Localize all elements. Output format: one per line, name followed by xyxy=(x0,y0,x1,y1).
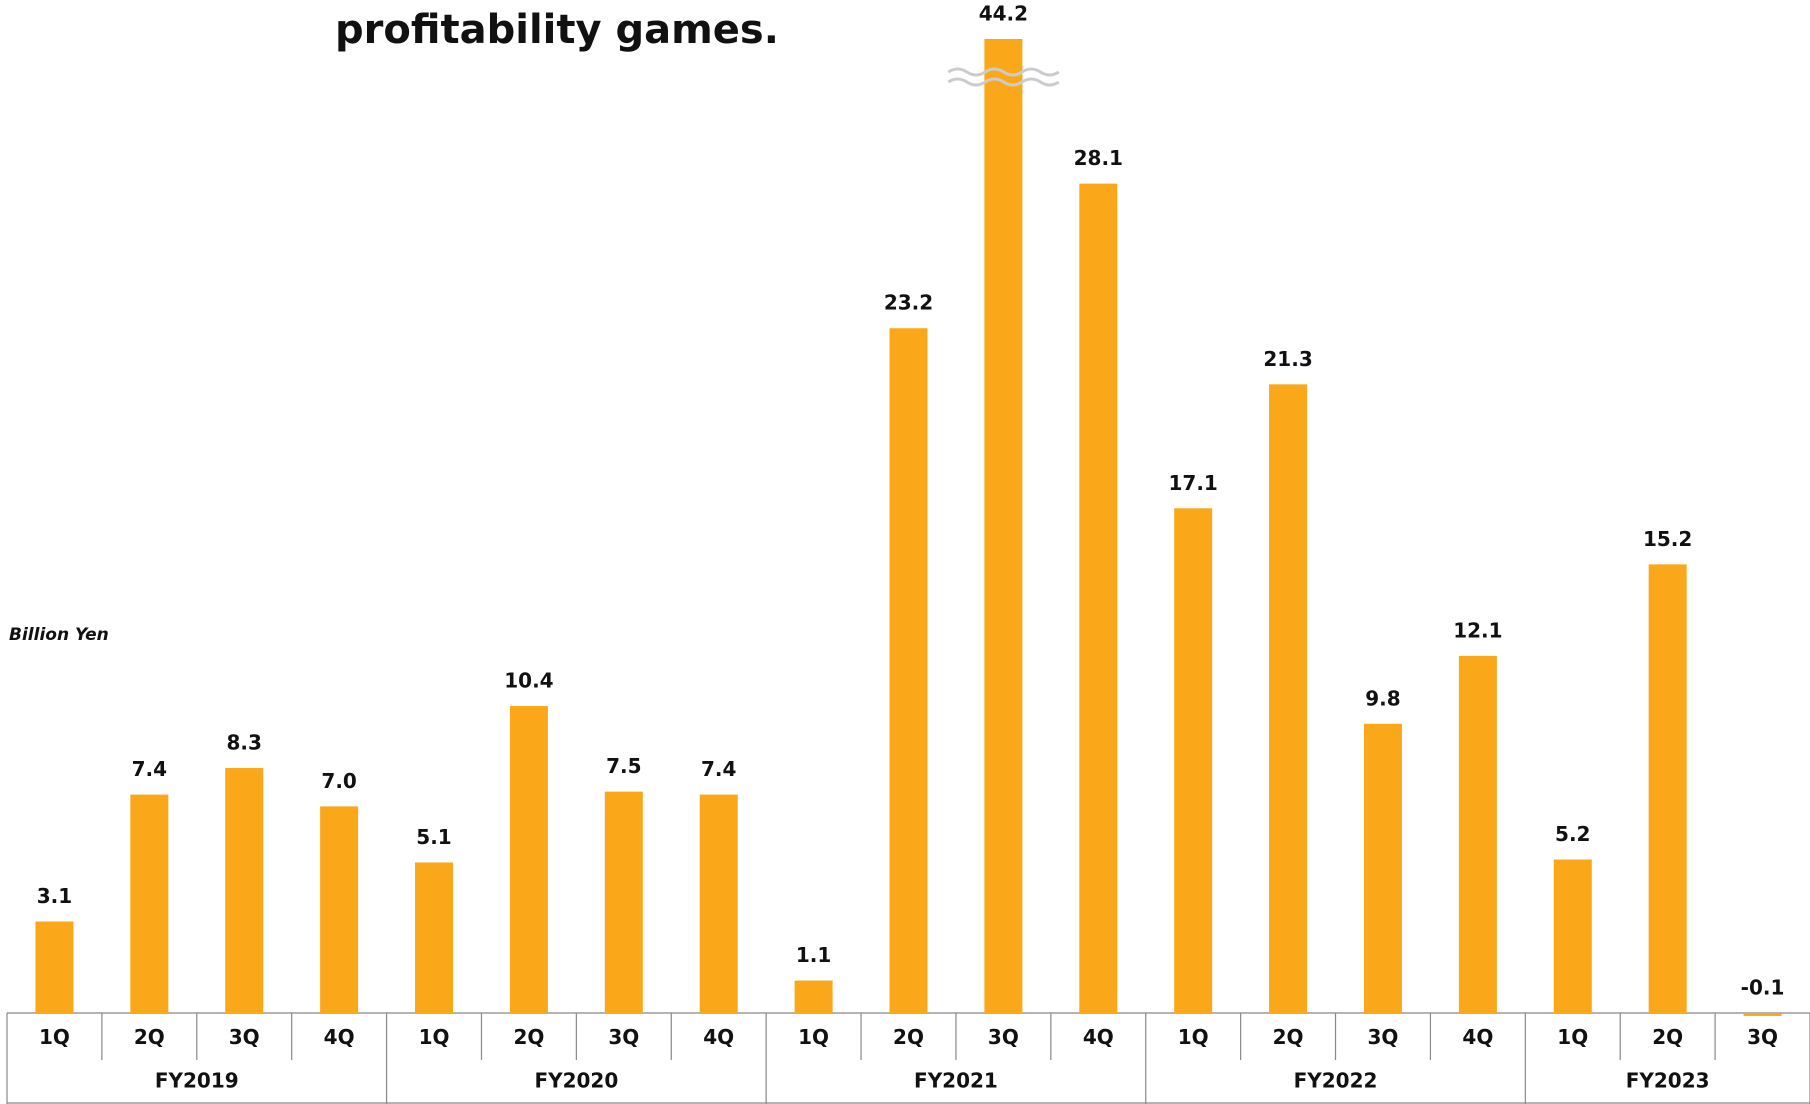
value-label: 44.2 xyxy=(979,2,1028,26)
x-tick-label: 1Q xyxy=(419,1025,450,1049)
x-tick-label: 2Q xyxy=(893,1025,924,1049)
value-label: 3.1 xyxy=(37,884,72,908)
x-tick-label: 4Q xyxy=(1083,1025,1114,1049)
axis-break xyxy=(947,77,1060,87)
value-label: 8.3 xyxy=(227,731,262,755)
value-label: 10.4 xyxy=(504,669,553,693)
group-label: FY2022 xyxy=(1294,1069,1378,1093)
bar xyxy=(1458,655,1497,1013)
bar xyxy=(984,39,1023,1013)
value-label: 21.3 xyxy=(1263,347,1312,371)
bar xyxy=(1743,1013,1782,1016)
bar xyxy=(35,921,74,1013)
value-label: 23.2 xyxy=(884,291,933,315)
x-tick-label: 2Q xyxy=(1273,1025,1304,1049)
y-axis-label: Billion Yen xyxy=(9,625,109,645)
chart-title: profitability games. xyxy=(335,7,779,53)
bar xyxy=(415,862,454,1013)
bar xyxy=(699,794,738,1013)
value-label: 7.5 xyxy=(606,754,641,778)
bar xyxy=(509,706,548,1013)
bar xyxy=(1269,384,1308,1013)
bar xyxy=(225,768,264,1013)
group-label: FY2020 xyxy=(534,1069,618,1093)
value-label: 7.4 xyxy=(701,757,736,781)
x-tick-label: 2Q xyxy=(1652,1025,1683,1049)
value-label: 7.4 xyxy=(132,757,167,781)
group-label: FY2019 xyxy=(155,1069,239,1093)
value-label: 9.8 xyxy=(1365,686,1400,710)
value-label: 7.0 xyxy=(321,769,356,793)
x-tick-label: 3Q xyxy=(1368,1025,1399,1049)
bar xyxy=(1648,564,1687,1013)
value-label: 12.1 xyxy=(1453,618,1502,642)
bar xyxy=(1174,508,1213,1013)
value-label: 17.1 xyxy=(1169,471,1218,495)
x-tick-label: 3Q xyxy=(1747,1025,1778,1049)
bar xyxy=(130,794,169,1013)
value-label: 1.1 xyxy=(796,943,831,967)
bar xyxy=(1553,859,1592,1013)
x-tick-label: 3Q xyxy=(608,1025,639,1049)
x-tick-label: 1Q xyxy=(1557,1025,1588,1049)
x-tick-label: 2Q xyxy=(513,1025,544,1049)
axis-break xyxy=(947,67,1060,77)
x-tick-label: 1Q xyxy=(1178,1025,1209,1049)
x-tick-label: 3Q xyxy=(988,1025,1019,1049)
bar xyxy=(604,791,643,1013)
x-tick-label: 1Q xyxy=(39,1025,70,1049)
value-label: 5.2 xyxy=(1555,822,1590,846)
x-tick-label: 2Q xyxy=(134,1025,165,1049)
value-label: 15.2 xyxy=(1643,527,1692,551)
value-label: -0.1 xyxy=(1741,976,1785,1000)
bar xyxy=(1079,183,1118,1013)
value-label: 28.1 xyxy=(1074,146,1123,170)
x-tick-label: 1Q xyxy=(798,1025,829,1049)
group-label: FY2021 xyxy=(914,1069,998,1093)
bar xyxy=(320,806,359,1013)
bar xyxy=(1363,723,1402,1013)
bar xyxy=(794,980,833,1013)
x-tick-label: 4Q xyxy=(1462,1025,1493,1049)
x-tick-label: 4Q xyxy=(324,1025,355,1049)
bar xyxy=(889,328,928,1013)
x-tick-label: 3Q xyxy=(229,1025,260,1049)
value-label: 5.1 xyxy=(416,825,451,849)
group-label: FY2023 xyxy=(1626,1069,1710,1093)
x-tick-label: 4Q xyxy=(703,1025,734,1049)
